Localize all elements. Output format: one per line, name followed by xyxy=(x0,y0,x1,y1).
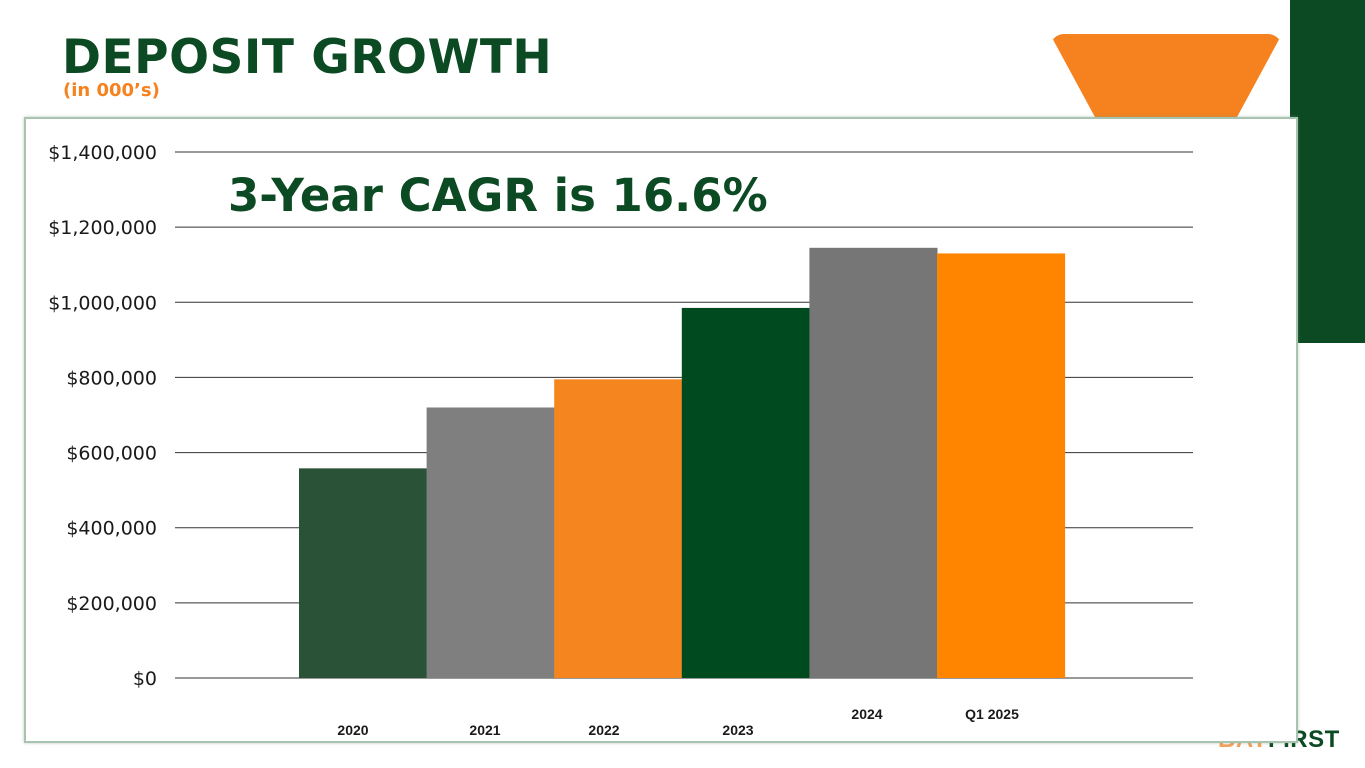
bar-series xyxy=(299,247,1066,679)
x-tick-label: 2021 xyxy=(469,722,500,738)
y-tick-label: $0 xyxy=(133,668,157,690)
bar-2024 xyxy=(809,247,938,679)
x-axis-labels: 2020 2021 2022 2023 2024 Q1 2025 xyxy=(337,706,1019,738)
green-side-bar xyxy=(1290,0,1365,343)
y-tick-label: $400,000 xyxy=(66,518,157,540)
y-tick-label: $1,000,000 xyxy=(48,292,157,314)
page-subtitle: (in 000’s) xyxy=(63,80,160,101)
chart-card: $0 $200,000 $400,000 $600,000 $800,000 $1,000… xyxy=(24,117,1298,743)
y-axis-labels: $0 $200,000 $400,000 $600,000 $800,000 $1,000… xyxy=(48,142,157,690)
cagr-annotation: 3-Year CAGR is 16.6% xyxy=(228,169,768,222)
deposit-growth-chart: $0 $200,000 $400,000 $600,000 $800,000 $1,000… xyxy=(48,142,1193,738)
bar-2022 xyxy=(554,379,683,678)
bar-2023 xyxy=(681,307,810,678)
bar-2021 xyxy=(426,407,555,678)
y-tick-label: $200,000 xyxy=(66,593,157,615)
x-tick-label: 2023 xyxy=(722,722,753,738)
bar-q1-2025 xyxy=(937,253,1066,678)
page-title: DEPOSIT GROWTH xyxy=(62,30,553,85)
y-tick-label: $1,400,000 xyxy=(48,142,157,164)
x-tick-label: 2020 xyxy=(337,722,368,738)
bar-2020 xyxy=(299,468,428,678)
x-tick-label: 2024 xyxy=(851,706,882,722)
x-tick-label: Q1 2025 xyxy=(965,706,1019,722)
x-tick-label: 2022 xyxy=(588,722,619,738)
y-tick-label: $800,000 xyxy=(66,367,157,389)
y-tick-label: $600,000 xyxy=(66,443,157,465)
orange-banner-shape xyxy=(1050,34,1282,124)
y-tick-label: $1,200,000 xyxy=(48,217,157,239)
